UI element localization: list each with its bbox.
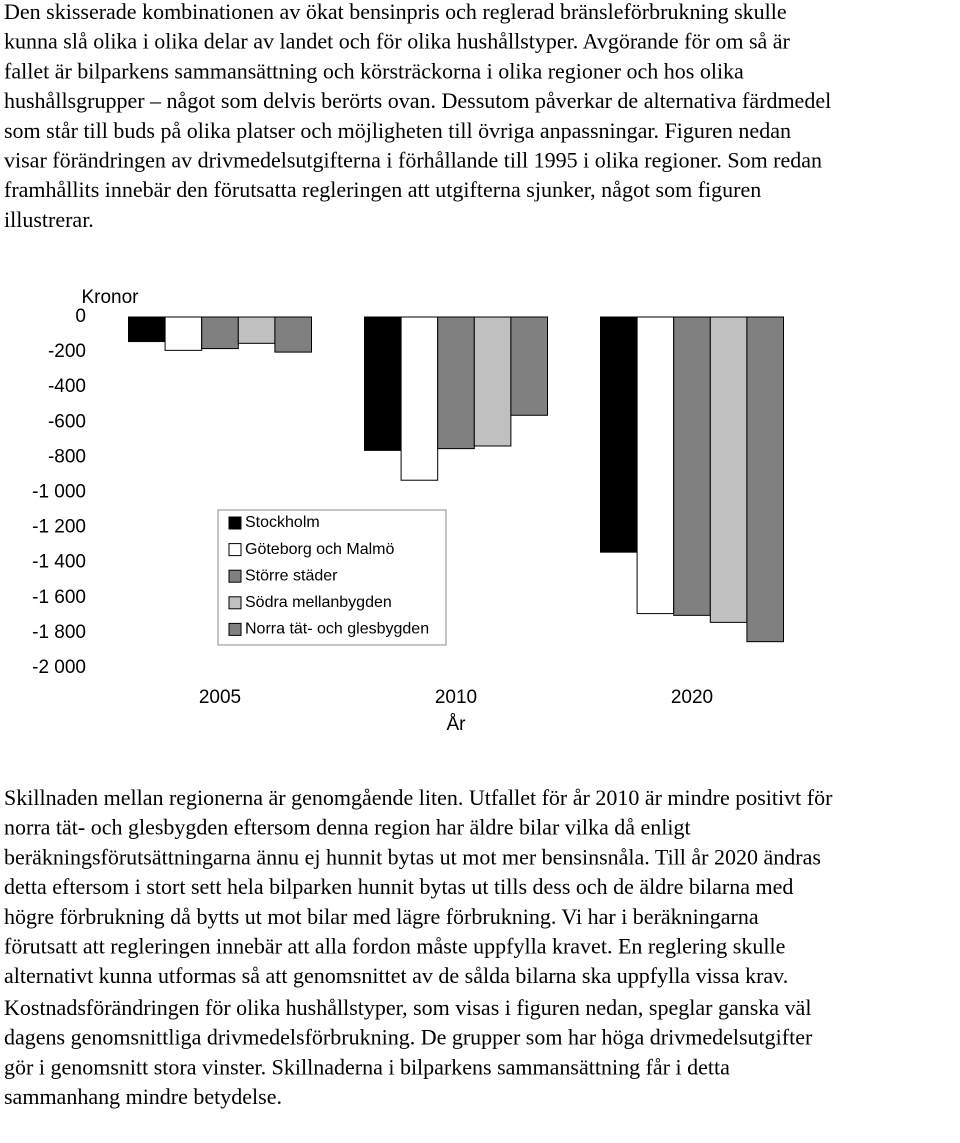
paragraph-line: som står till buds på olika platser och … — [4, 118, 791, 143]
paragraph-line: illustrerar. — [4, 207, 94, 232]
bar — [164, 316, 203, 351]
bar — [364, 316, 402, 451]
legend-label: Södra mellanbygden — [245, 594, 392, 611]
bar — [510, 316, 548, 416]
legend-label: Göteborg och Malmö — [245, 541, 395, 558]
paragraph-line: gör i genomsnitt stora vinster. Skillnad… — [4, 1054, 730, 1079]
x-tick-label: 2010 — [435, 687, 477, 708]
legend-label: Stockholm — [245, 514, 320, 531]
paragraph-line: norra tät- och glesbygden eftersom denna… — [4, 815, 691, 840]
paragraph-line: sammanhang mindre betydelse. — [4, 1084, 282, 1109]
y-tick-label: 0 — [75, 306, 86, 327]
legend-swatch — [228, 569, 242, 583]
paragraph-line: beräkningsförutsättningarna ännu ej hunn… — [4, 844, 821, 869]
legend-label: Norra tät- och glesbygden — [245, 621, 429, 638]
y-tick-label: -1 200 — [32, 517, 86, 538]
bar — [400, 316, 439, 481]
y-tick-label: -600 — [48, 411, 86, 432]
paragraph-line: kunna slå olika i olika delar av landet … — [4, 29, 791, 54]
y-tick-label: -1 000 — [32, 482, 86, 503]
paragraph-line: visar förändringen av drivmedelsutgifter… — [4, 148, 822, 173]
y-tick-label: -1 400 — [32, 552, 86, 573]
paragraph-line: dagens genomsnittliga drivmedelsförbrukn… — [4, 1025, 813, 1050]
bar — [709, 316, 748, 623]
legend-swatch — [228, 622, 242, 636]
paragraph-line: hushållsgrupper – något som delvis berör… — [4, 88, 831, 113]
y-tick-label: -400 — [48, 376, 86, 397]
y-tick-label: -1 800 — [32, 622, 86, 643]
y-tick-label: -800 — [48, 446, 86, 467]
legend-box — [217, 509, 447, 646]
y-axis-label: Kronor — [81, 287, 139, 308]
bar — [274, 316, 312, 353]
bar — [437, 316, 475, 450]
paragraph-line: förutsatt att regleringen innebär att al… — [4, 934, 785, 959]
legend-swatch — [228, 543, 242, 557]
paragraph-line: alternativt kunna utformas så att genoms… — [4, 963, 788, 988]
paragraph-line: detta eftersom i stort sett hela bilpark… — [4, 874, 793, 899]
legend-swatch — [228, 596, 242, 610]
bar — [473, 316, 512, 447]
y-tick-label: -1 600 — [32, 587, 86, 608]
paragraph-line: Skillnaden mellan regionerna är genomgåe… — [4, 785, 833, 810]
bar — [636, 316, 675, 615]
bar — [201, 316, 239, 350]
y-tick-label: -200 — [48, 341, 86, 362]
paragraph-line: Kostnadsförändringen för olika hushållst… — [4, 995, 811, 1020]
legend-label: Större städer — [245, 567, 338, 584]
bar — [128, 316, 166, 343]
bar — [746, 316, 785, 643]
bar — [237, 316, 276, 344]
y-tick-label: -2 000 — [32, 657, 86, 678]
x-tick-label: 2020 — [671, 687, 713, 708]
paragraph-line: framhållits innebär den förutsatta regle… — [4, 177, 761, 202]
bar — [673, 316, 711, 616]
legend-swatch — [228, 516, 242, 530]
paragraph-line: högre förbrukning då bytts ut mot bilar … — [4, 904, 759, 929]
x-tick-label: 2005 — [199, 687, 241, 708]
paragraph-line: Den skisserade kombinationen av ökat ben… — [4, 0, 787, 24]
x-axis-label: År — [447, 714, 467, 735]
paragraph-line: fallet är bilparkens sammansättning och … — [4, 58, 744, 83]
bar — [600, 316, 638, 553]
